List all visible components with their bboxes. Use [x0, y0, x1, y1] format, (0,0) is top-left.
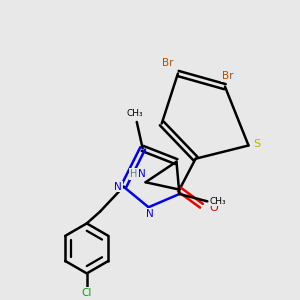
Text: N: N	[146, 209, 154, 219]
Text: CH₃: CH₃	[210, 197, 226, 206]
Text: Cl: Cl	[82, 288, 92, 298]
Text: Br: Br	[162, 58, 173, 68]
Text: S: S	[253, 139, 260, 149]
Text: O: O	[210, 203, 218, 213]
Text: Br: Br	[222, 71, 234, 81]
Text: N: N	[138, 169, 146, 179]
Text: H: H	[130, 169, 137, 179]
Text: N: N	[114, 182, 122, 192]
Text: CH₃: CH₃	[127, 110, 144, 118]
